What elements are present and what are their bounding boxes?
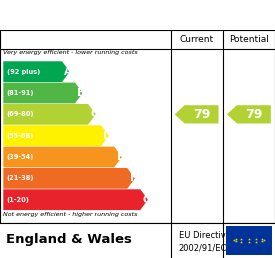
Text: Potential: Potential [229, 35, 269, 44]
Text: 79: 79 [245, 108, 263, 121]
Text: (1-20): (1-20) [7, 197, 29, 203]
Text: B: B [77, 88, 85, 98]
Text: 2002/91/EC: 2002/91/EC [179, 243, 227, 252]
Polygon shape [3, 104, 96, 125]
Polygon shape [3, 61, 70, 82]
Polygon shape [3, 168, 135, 189]
Text: (69-80): (69-80) [7, 111, 34, 117]
Text: E: E [117, 152, 124, 162]
Text: EU Directive: EU Directive [179, 231, 231, 240]
Text: England & Wales: England & Wales [6, 233, 131, 246]
Text: Not energy efficient - higher running costs: Not energy efficient - higher running co… [3, 212, 137, 217]
Polygon shape [175, 105, 219, 124]
Text: Energy Efficiency Rating: Energy Efficiency Rating [6, 8, 208, 23]
Text: C: C [90, 109, 98, 119]
Text: G: G [142, 195, 151, 205]
Bar [226, 225, 272, 255]
Text: (21-38): (21-38) [7, 175, 34, 181]
Text: Current: Current [180, 35, 214, 44]
Polygon shape [3, 147, 122, 167]
Polygon shape [3, 83, 83, 103]
Text: D: D [103, 131, 112, 141]
Text: (55-68): (55-68) [7, 133, 34, 139]
Polygon shape [3, 189, 148, 210]
Text: (92 plus): (92 plus) [7, 69, 40, 75]
Text: (81-91): (81-91) [7, 90, 34, 96]
Text: Very energy efficient - lower running costs: Very energy efficient - lower running co… [3, 50, 138, 55]
Polygon shape [227, 105, 271, 124]
Text: F: F [130, 173, 137, 183]
Polygon shape [3, 125, 109, 146]
Text: (39-54): (39-54) [7, 154, 34, 160]
Text: A: A [64, 67, 72, 77]
Text: 79: 79 [193, 108, 210, 121]
